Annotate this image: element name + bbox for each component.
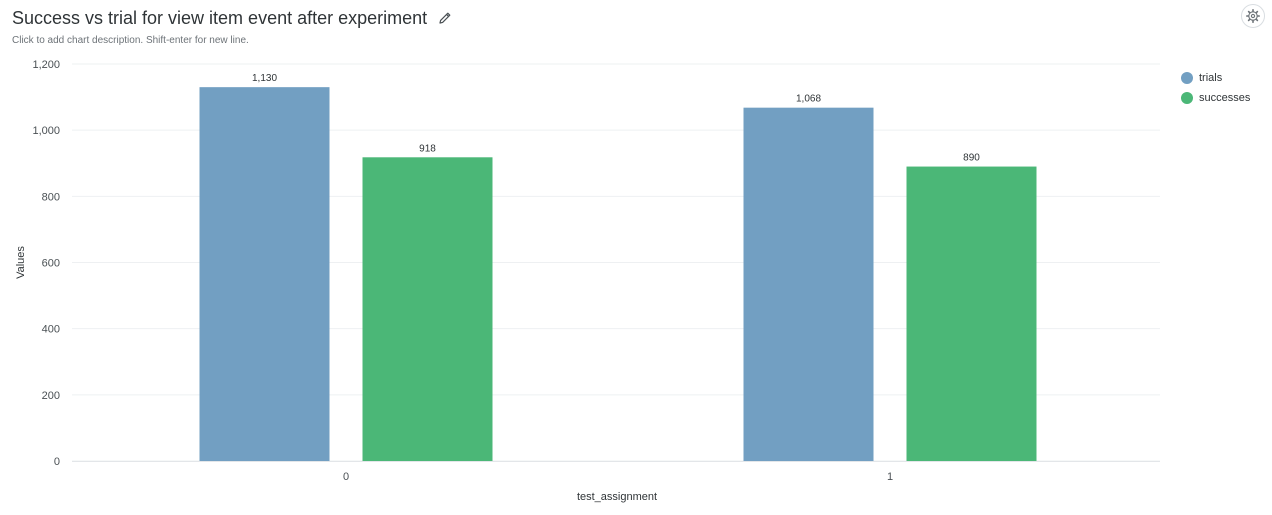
y-axis-label: Values [15, 246, 27, 279]
y-tick-label: 1,200 [32, 59, 60, 71]
y-tick-label: 600 [42, 258, 60, 270]
data-label-trials-0: 1,130 [252, 73, 277, 84]
chart-header: Success vs trial for view item event aft… [12, 6, 1212, 48]
data-label-successes-0: 918 [419, 143, 436, 154]
title-row: Success vs trial for view item event aft… [12, 6, 1212, 30]
chart-title[interactable]: Success vs trial for view item event aft… [12, 8, 428, 28]
bar-successes-0 [362, 157, 493, 462]
data-label-successes-1: 890 [963, 153, 980, 164]
legend: trials successes [1181, 68, 1267, 108]
x-tick-label: 0 [343, 471, 349, 483]
gear-icon [1246, 9, 1260, 23]
bar-successes-1 [906, 166, 1037, 461]
settings-button[interactable] [1241, 4, 1265, 28]
y-tick-label: 0 [54, 456, 60, 468]
x-tick-label: 1 [887, 471, 893, 483]
pencil-icon[interactable] [437, 10, 453, 26]
bar-trials-1 [743, 107, 874, 462]
y-tick-label: 400 [42, 324, 60, 336]
y-tick-label: 800 [42, 191, 60, 203]
y-tick-label: 200 [42, 390, 60, 402]
data-label-trials-1: 1,068 [796, 94, 821, 105]
y-tick-label: 1,000 [32, 125, 60, 137]
legend-item-trials[interactable]: trials [1181, 68, 1267, 88]
legend-item-successes[interactable]: successes [1181, 88, 1267, 108]
legend-swatch-successes [1181, 92, 1193, 104]
chart-description[interactable]: Click to add chart description. Shift-en… [12, 35, 249, 46]
legend-label-successes: successes [1199, 92, 1251, 104]
x-axis-label: test_assignment [577, 491, 657, 503]
legend-label-trials: trials [1199, 72, 1223, 84]
bar-trials-0 [199, 87, 330, 462]
legend-swatch-trials [1181, 72, 1193, 84]
